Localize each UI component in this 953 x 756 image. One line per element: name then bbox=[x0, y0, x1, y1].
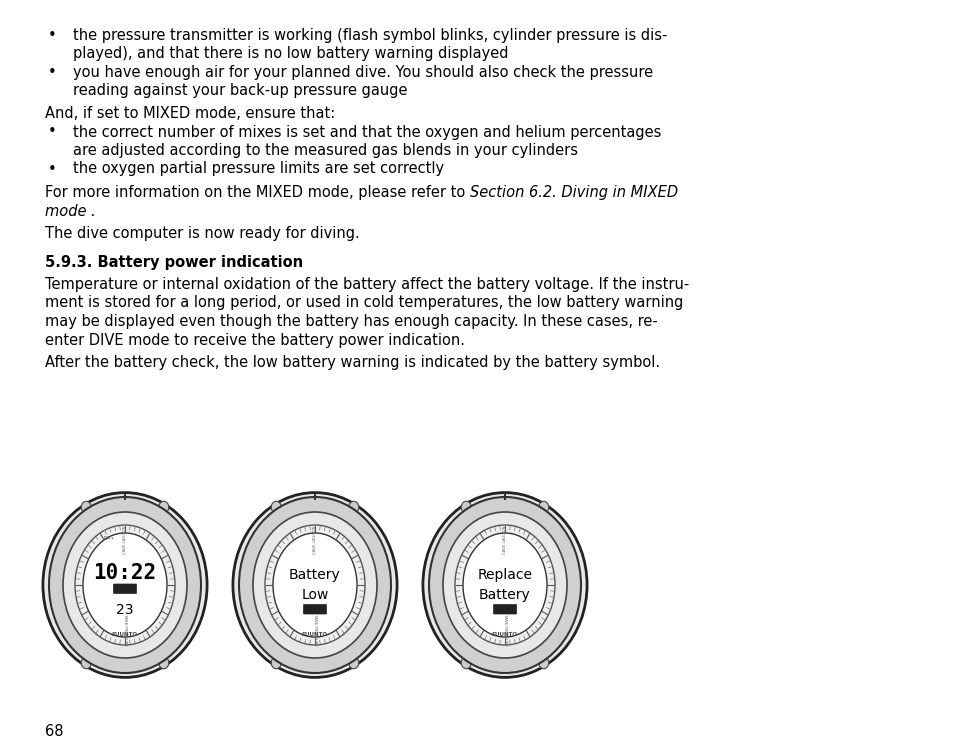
Text: D••: D•• bbox=[103, 535, 113, 541]
Text: 68: 68 bbox=[45, 724, 64, 739]
Ellipse shape bbox=[349, 501, 358, 513]
Ellipse shape bbox=[239, 497, 391, 673]
Ellipse shape bbox=[158, 657, 169, 669]
Text: Battery: Battery bbox=[478, 588, 530, 602]
Text: 23: 23 bbox=[116, 603, 133, 617]
Text: 10:22: 10:22 bbox=[93, 563, 156, 583]
Text: Low: Low bbox=[301, 588, 329, 602]
Ellipse shape bbox=[75, 525, 174, 645]
Text: mode .: mode . bbox=[45, 203, 95, 218]
Ellipse shape bbox=[460, 501, 471, 513]
Text: ment is stored for a long period, or used in cold temperatures, the low battery : ment is stored for a long period, or use… bbox=[45, 296, 682, 311]
Text: •: • bbox=[48, 28, 56, 43]
Text: SUUNTO: SUUNTO bbox=[112, 633, 138, 637]
Text: are adjusted according to the measured gas blends in your cylinders: are adjusted according to the measured g… bbox=[73, 143, 578, 158]
Ellipse shape bbox=[265, 525, 365, 645]
Text: SUUNTO: SUUNTO bbox=[492, 633, 517, 637]
Text: CAVE LAGOON: CAVE LAGOON bbox=[502, 525, 506, 554]
Text: Temperature or internal oxidation of the battery affect the battery voltage. If : Temperature or internal oxidation of the… bbox=[45, 277, 688, 292]
Ellipse shape bbox=[158, 501, 169, 513]
Text: Replace: Replace bbox=[477, 568, 532, 582]
Ellipse shape bbox=[81, 657, 91, 669]
Ellipse shape bbox=[63, 512, 187, 658]
Ellipse shape bbox=[83, 533, 167, 637]
FancyBboxPatch shape bbox=[493, 605, 516, 614]
Ellipse shape bbox=[422, 493, 586, 677]
Text: Battery: Battery bbox=[289, 568, 340, 582]
Text: •: • bbox=[48, 65, 56, 80]
Text: enter DIVE mode to receive the battery power indication.: enter DIVE mode to receive the battery p… bbox=[45, 333, 464, 348]
Text: reading against your back-up pressure gauge: reading against your back-up pressure ga… bbox=[73, 83, 407, 98]
Text: may be displayed even though the battery has enough capacity. In these cases, re: may be displayed even though the battery… bbox=[45, 314, 657, 329]
Ellipse shape bbox=[43, 493, 207, 677]
Ellipse shape bbox=[429, 497, 580, 673]
Text: After the battery check, the low battery warning is indicated by the battery sym: After the battery check, the low battery… bbox=[45, 355, 659, 370]
Ellipse shape bbox=[462, 533, 546, 637]
Ellipse shape bbox=[349, 657, 358, 669]
Text: you have enough air for your planned dive. You should also check the pressure: you have enough air for your planned div… bbox=[73, 65, 653, 80]
Text: TANK PRESSURE: TANK PRESSURE bbox=[502, 614, 506, 646]
Ellipse shape bbox=[273, 533, 356, 637]
Text: played), and that there is no low battery warning displayed: played), and that there is no low batter… bbox=[73, 47, 508, 61]
Ellipse shape bbox=[455, 525, 555, 645]
Text: SUUNTO: SUUNTO bbox=[302, 633, 328, 637]
Ellipse shape bbox=[442, 512, 566, 658]
FancyBboxPatch shape bbox=[113, 584, 136, 593]
Text: CAVE LAGOON: CAVE LAGOON bbox=[123, 525, 127, 554]
Text: TANK PRESSURE: TANK PRESSURE bbox=[123, 614, 127, 646]
Text: •: • bbox=[48, 162, 56, 176]
FancyBboxPatch shape bbox=[303, 605, 326, 614]
Ellipse shape bbox=[81, 501, 91, 513]
Text: CAVE LAGOON: CAVE LAGOON bbox=[313, 525, 316, 554]
Text: The dive computer is now ready for diving.: The dive computer is now ready for divin… bbox=[45, 226, 359, 241]
Ellipse shape bbox=[538, 501, 548, 513]
Text: the oxygen partial pressure limits are set correctly: the oxygen partial pressure limits are s… bbox=[73, 162, 444, 176]
Ellipse shape bbox=[460, 657, 471, 669]
Ellipse shape bbox=[49, 497, 201, 673]
Text: •: • bbox=[48, 125, 56, 140]
Text: And, if set to MIXED mode, ensure that:: And, if set to MIXED mode, ensure that: bbox=[45, 106, 335, 121]
Ellipse shape bbox=[271, 657, 281, 669]
Text: Section 6.2. Diving in MIXED: Section 6.2. Diving in MIXED bbox=[470, 185, 678, 200]
Ellipse shape bbox=[253, 512, 376, 658]
Ellipse shape bbox=[538, 657, 548, 669]
Text: For more information on the MIXED mode, please refer to: For more information on the MIXED mode, … bbox=[45, 185, 470, 200]
Text: the correct number of mixes is set and that the oxygen and helium percentages: the correct number of mixes is set and t… bbox=[73, 125, 660, 140]
Text: the pressure transmitter is working (flash symbol blinks, cylinder pressure is d: the pressure transmitter is working (fla… bbox=[73, 28, 667, 43]
Text: 5.9.3. Battery power indication: 5.9.3. Battery power indication bbox=[45, 256, 303, 271]
Ellipse shape bbox=[233, 493, 396, 677]
Text: TANK PRESSURE: TANK PRESSURE bbox=[313, 614, 316, 646]
Ellipse shape bbox=[271, 501, 281, 513]
